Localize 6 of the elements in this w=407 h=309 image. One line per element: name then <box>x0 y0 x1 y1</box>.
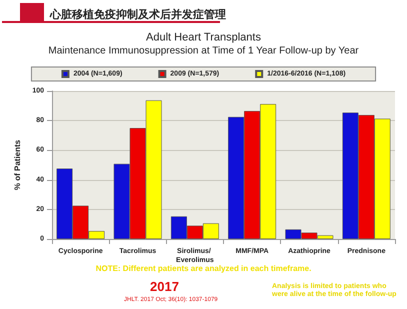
text: NOTE: Different patients are analyzed in each timeframe. <box>94 264 312 273</box>
chart-subtitle: Maintenance Immunosuppression at Time of 1 Year Follow-up by Year <box>48 46 360 56</box>
text: 2017 <box>150 279 179 294</box>
chart-title: Adult Heart Transplants <box>146 32 262 44</box>
text: 心脏移植免疫抑制及术后并发症管理 <box>50 7 226 22</box>
y-axis-title: % of Patients <box>12 139 22 190</box>
